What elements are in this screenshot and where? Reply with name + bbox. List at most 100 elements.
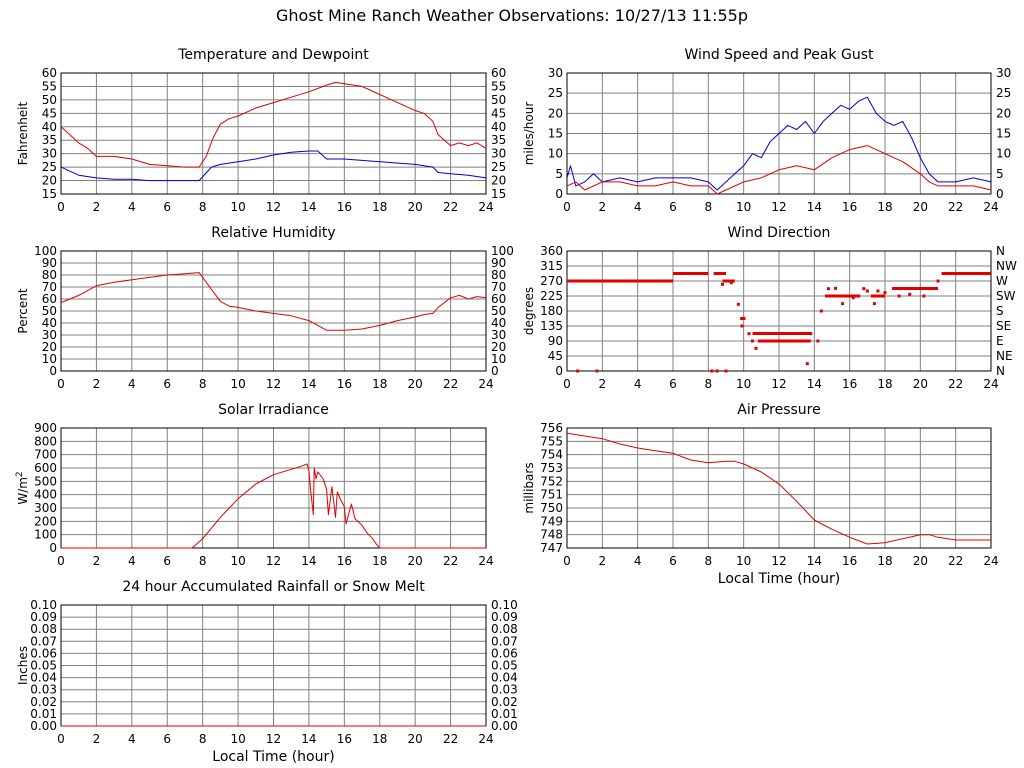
right-tick-label: 60 xyxy=(491,66,506,80)
x-tick-label: 8 xyxy=(199,732,207,746)
x-tick-label: 4 xyxy=(634,377,642,391)
right-tick-label: 40 xyxy=(491,120,506,134)
x-tick-label: 8 xyxy=(705,377,713,391)
right-tick-label: 25 xyxy=(996,86,1011,100)
x-tick-label: 22 xyxy=(443,554,458,568)
right-tick-label: 35 xyxy=(491,133,506,147)
right-tick-label: 15 xyxy=(491,187,506,201)
x-tick-label: 12 xyxy=(771,377,786,391)
y-tick-label: 30 xyxy=(42,147,57,161)
y-tick-label: 100 xyxy=(34,244,57,258)
x-tick-label: 14 xyxy=(807,377,822,391)
right-tick-label: E xyxy=(996,334,1004,348)
x-tick-label: 22 xyxy=(443,200,458,214)
right-tick-label: 25 xyxy=(491,160,506,174)
direction-point xyxy=(747,332,751,336)
y-tick-label: 20 xyxy=(42,174,57,188)
page-title: Ghost Mine Ranch Weather Observations: 1… xyxy=(276,6,748,25)
x-tick-label: 10 xyxy=(736,377,751,391)
y-tick-label: 756 xyxy=(540,421,563,435)
x-tick-label: 0 xyxy=(57,732,65,746)
x-tick-label: 20 xyxy=(913,377,928,391)
right-tick-label: 20 xyxy=(491,174,506,188)
x-tick-label: 4 xyxy=(128,377,136,391)
y-tick-label: 0.03 xyxy=(30,683,57,697)
y-tick-label: 10 xyxy=(42,352,57,366)
right-tick-label: N xyxy=(996,364,1005,378)
x-axis-label: Local Time (hour) xyxy=(718,571,840,587)
y-tick-label: 100 xyxy=(34,528,57,542)
right-tick-label: 45 xyxy=(491,106,506,120)
right-tick-label: SW xyxy=(996,289,1016,303)
x-tick-label: 10 xyxy=(736,554,751,568)
plot-frame xyxy=(60,427,487,549)
y-tick-label: 900 xyxy=(34,421,57,435)
x-tick-label: 6 xyxy=(163,377,171,391)
right-tick-label: 30 xyxy=(491,147,506,161)
direction-point xyxy=(897,294,901,298)
x-tick-label: 14 xyxy=(301,200,316,214)
y-axis-label: miles/hour xyxy=(522,102,536,166)
x-tick-label: 24 xyxy=(983,200,998,214)
right-tick-label: 0.05 xyxy=(491,659,518,673)
right-tick-label: 0 xyxy=(491,364,499,378)
direction-point xyxy=(819,309,823,313)
y-tick-label: 30 xyxy=(42,328,57,342)
x-tick-label: 24 xyxy=(478,554,493,568)
y-tick-label: 751 xyxy=(540,488,563,502)
direction-point xyxy=(883,291,887,295)
y-tick-label: 90 xyxy=(42,256,57,270)
chart-title: 24 hour Accumulated Rainfall or Snow Mel… xyxy=(122,579,425,595)
x-tick-label: 18 xyxy=(877,377,892,391)
x-tick-label: 16 xyxy=(337,200,352,214)
chart-title: Wind Speed and Peak Gust xyxy=(685,47,874,63)
y-tick-label: 40 xyxy=(42,316,57,330)
direction-point xyxy=(851,296,855,300)
plot-frame xyxy=(566,72,992,195)
direction-point xyxy=(754,346,758,350)
x-tick-label: 18 xyxy=(877,554,892,568)
right-tick-label: 50 xyxy=(491,304,506,318)
x-tick-label: 4 xyxy=(634,200,642,214)
y-tick-label: 5 xyxy=(555,167,563,181)
y-tick-label: 55 xyxy=(42,79,57,93)
x-tick-label: 8 xyxy=(705,200,713,214)
x-tick-label: 2 xyxy=(93,377,101,391)
y-tick-label: 747 xyxy=(540,541,563,555)
y-tick-label: 200 xyxy=(34,514,57,528)
y-tick-label: 754 xyxy=(540,448,563,462)
right-tick-label: 0.07 xyxy=(491,634,518,648)
direction-point xyxy=(736,302,740,306)
y-tick-label: 749 xyxy=(540,514,563,528)
y-tick-label: 60 xyxy=(42,292,57,306)
y-tick-label: 360 xyxy=(540,244,563,258)
right-tick-label: S xyxy=(996,304,1004,318)
right-tick-label: 0.09 xyxy=(491,610,518,624)
x-tick-label: 6 xyxy=(669,200,677,214)
y-tick-label: 60 xyxy=(42,66,57,80)
chart-title: Air Pressure xyxy=(737,402,820,418)
direction-point xyxy=(908,292,912,296)
x-tick-label: 10 xyxy=(230,554,245,568)
y-tick-label: 35 xyxy=(42,133,57,147)
direction-point xyxy=(805,362,809,366)
x-tick-label: 6 xyxy=(163,732,171,746)
right-tick-label: 60 xyxy=(491,292,506,306)
y-tick-label: 180 xyxy=(540,304,563,318)
plot-frame xyxy=(566,427,992,549)
right-tick-label: 0.08 xyxy=(491,622,518,636)
y-tick-label: 300 xyxy=(34,501,57,515)
right-tick-label: 30 xyxy=(491,328,506,342)
direction-point xyxy=(922,294,926,298)
series-line-1 xyxy=(60,150,487,182)
y-axis-label: W/m2 xyxy=(15,471,30,504)
x-tick-label: 2 xyxy=(599,377,607,391)
direction-point xyxy=(751,339,754,343)
y-tick-label: 0.00 xyxy=(30,719,57,733)
x-tick-label: 22 xyxy=(443,732,458,746)
x-tick-label: 10 xyxy=(230,377,245,391)
direction-point xyxy=(929,287,933,291)
series-line-0 xyxy=(566,96,992,191)
